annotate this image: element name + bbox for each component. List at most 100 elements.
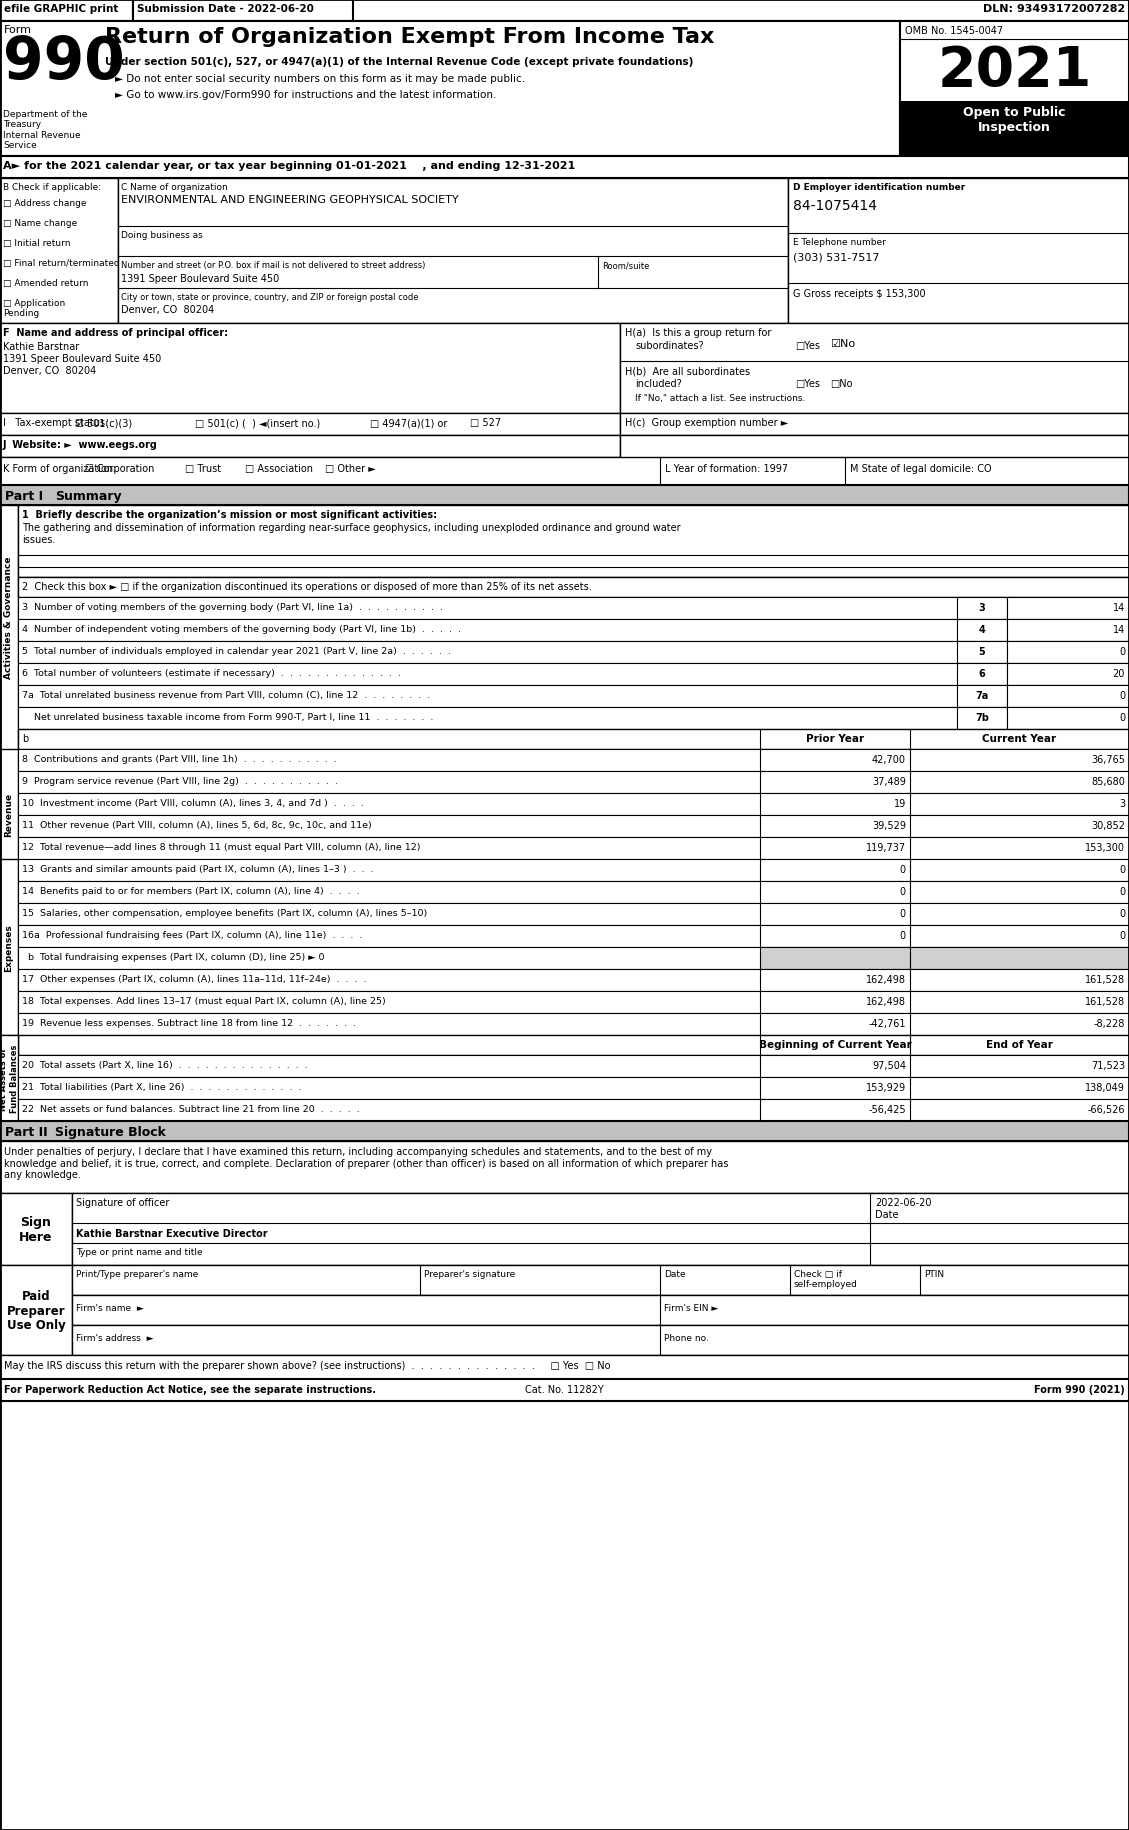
Text: □ Trust: □ Trust bbox=[185, 463, 221, 474]
Text: DLN: 93493172007282: DLN: 93493172007282 bbox=[982, 4, 1124, 15]
Text: □ Other ►: □ Other ► bbox=[325, 463, 376, 474]
Text: Signature Block: Signature Block bbox=[55, 1125, 166, 1138]
Bar bbox=[18, 642, 1129, 664]
Bar bbox=[18, 664, 1129, 686]
Text: 0: 0 bbox=[1119, 646, 1124, 657]
Text: 0: 0 bbox=[1119, 712, 1124, 723]
Text: Phone no.: Phone no. bbox=[664, 1334, 709, 1341]
Text: Revenue: Revenue bbox=[5, 792, 14, 836]
Bar bbox=[72, 1296, 1129, 1325]
Bar bbox=[72, 1325, 1129, 1356]
Text: Form 990 (2021): Form 990 (2021) bbox=[1034, 1383, 1124, 1394]
Text: Print/Type preparer's name: Print/Type preparer's name bbox=[76, 1270, 199, 1279]
Bar bbox=[18, 1014, 1129, 1036]
Text: □Yes: □Yes bbox=[795, 379, 820, 388]
Text: 119,737: 119,737 bbox=[866, 842, 905, 853]
Text: C Name of organization: C Name of organization bbox=[121, 183, 228, 192]
Text: (303) 531-7517: (303) 531-7517 bbox=[793, 253, 879, 262]
Text: □ Name change: □ Name change bbox=[3, 220, 77, 229]
Text: G Gross receipts $ 153,300: G Gross receipts $ 153,300 bbox=[793, 289, 926, 298]
Bar bbox=[18, 1056, 1129, 1078]
Bar bbox=[1007, 664, 1129, 686]
Text: 14  Benefits paid to or for members (Part IX, column (A), line 4)  .  .  .  .: 14 Benefits paid to or for members (Part… bbox=[21, 886, 360, 895]
Text: End of Year: End of Year bbox=[986, 1039, 1053, 1049]
Bar bbox=[0, 750, 18, 880]
Text: subordinates?: subordinates? bbox=[634, 340, 703, 351]
Bar bbox=[0, 22, 900, 157]
Text: -56,425: -56,425 bbox=[868, 1103, 905, 1114]
Text: 7b: 7b bbox=[975, 712, 989, 723]
Text: 4  Number of independent voting members of the governing body (Part VI, line 1b): 4 Number of independent voting members o… bbox=[21, 624, 461, 633]
Text: H(c)  Group exemption number ►: H(c) Group exemption number ► bbox=[625, 417, 788, 428]
Text: 1391 Speer Boulevard Suite 450: 1391 Speer Boulevard Suite 450 bbox=[121, 274, 279, 284]
Bar bbox=[957, 708, 1007, 730]
Text: Activities & Governance: Activities & Governance bbox=[5, 556, 14, 679]
Text: 8  Contributions and grants (Part VIII, line 1h)  .  .  .  .  .  .  .  .  .  .  : 8 Contributions and grants (Part VIII, l… bbox=[21, 754, 336, 763]
Bar bbox=[0, 324, 620, 414]
Text: Part II: Part II bbox=[5, 1125, 47, 1138]
Bar bbox=[900, 102, 1129, 157]
Text: ► Do not enter social security numbers on this form as it may be made public.: ► Do not enter social security numbers o… bbox=[115, 73, 525, 84]
Bar bbox=[18, 505, 1129, 578]
Text: 162,498: 162,498 bbox=[866, 997, 905, 1006]
Text: Return of Organization Exempt From Income Tax: Return of Organization Exempt From Incom… bbox=[105, 27, 715, 48]
Text: Prior Year: Prior Year bbox=[806, 734, 864, 743]
Bar bbox=[0, 157, 1129, 179]
Text: 6: 6 bbox=[979, 668, 986, 679]
Bar bbox=[18, 578, 1129, 598]
Bar bbox=[788, 179, 1129, 324]
Text: J  Website: ►  www.eegs.org: J Website: ► www.eegs.org bbox=[3, 439, 158, 450]
Text: □ 4947(a)(1) or: □ 4947(a)(1) or bbox=[370, 417, 447, 428]
Text: 3: 3 bbox=[1119, 798, 1124, 809]
Text: 20  Total assets (Part X, line 16)  .  .  .  .  .  .  .  .  .  .  .  .  .  .  .: 20 Total assets (Part X, line 16) . . . … bbox=[21, 1060, 308, 1069]
Bar bbox=[18, 1100, 1129, 1122]
Text: 0: 0 bbox=[1119, 886, 1124, 897]
Text: 5: 5 bbox=[979, 646, 986, 657]
Text: Sign
Here: Sign Here bbox=[19, 1215, 53, 1243]
Text: Submission Date - 2022-06-20: Submission Date - 2022-06-20 bbox=[137, 4, 314, 15]
Text: □ Amended return: □ Amended return bbox=[3, 278, 88, 287]
Text: 162,498: 162,498 bbox=[866, 974, 905, 985]
Text: May the IRS discuss this return with the preparer shown above? (see instructions: May the IRS discuss this return with the… bbox=[5, 1360, 611, 1371]
Bar bbox=[620, 324, 1129, 414]
Text: 3  Number of voting members of the governing body (Part VI, line 1a)  .  .  .  .: 3 Number of voting members of the govern… bbox=[21, 602, 443, 611]
Text: 19  Revenue less expenses. Subtract line 18 from line 12  .  .  .  .  .  .  .: 19 Revenue less expenses. Subtract line … bbox=[21, 1019, 356, 1027]
Text: 3: 3 bbox=[979, 602, 986, 613]
Text: Kathie Barstnar Executive Director: Kathie Barstnar Executive Director bbox=[76, 1228, 268, 1239]
Text: Paid
Preparer
Use Only: Paid Preparer Use Only bbox=[7, 1288, 65, 1332]
Text: 20: 20 bbox=[1112, 668, 1124, 679]
Text: □ Address change: □ Address change bbox=[3, 199, 87, 209]
Bar bbox=[760, 948, 910, 970]
Bar bbox=[1007, 620, 1129, 642]
Text: Room/suite: Room/suite bbox=[602, 262, 649, 269]
Bar bbox=[18, 794, 1129, 816]
Text: b  Total fundraising expenses (Part IX, column (D), line 25) ► 0: b Total fundraising expenses (Part IX, c… bbox=[21, 952, 324, 961]
Text: Doing business as: Doing business as bbox=[121, 231, 203, 240]
Bar bbox=[18, 1036, 1129, 1056]
Bar bbox=[957, 686, 1007, 708]
Text: Form: Form bbox=[5, 26, 32, 35]
Text: 16a  Professional fundraising fees (Part IX, column (A), line 11e)  .  .  .  .: 16a Professional fundraising fees (Part … bbox=[21, 930, 362, 939]
Text: Denver, CO  80204: Denver, CO 80204 bbox=[3, 366, 96, 375]
Text: 153,300: 153,300 bbox=[1085, 842, 1124, 853]
Text: 0: 0 bbox=[1119, 690, 1124, 701]
Bar bbox=[18, 750, 1129, 772]
Text: Number and street (or P.O. box if mail is not delivered to street address): Number and street (or P.O. box if mail i… bbox=[121, 262, 426, 269]
Text: D Employer identification number: D Employer identification number bbox=[793, 183, 965, 192]
Text: 0: 0 bbox=[900, 908, 905, 919]
Bar bbox=[0, 414, 620, 436]
Bar bbox=[72, 1265, 1129, 1296]
Text: 0: 0 bbox=[900, 930, 905, 941]
Bar bbox=[18, 838, 1129, 860]
Text: 0: 0 bbox=[900, 864, 905, 875]
Text: Net Assets or
Fund Balances: Net Assets or Fund Balances bbox=[0, 1045, 19, 1113]
Text: ► Go to www.irs.gov/Form990 for instructions and the latest information.: ► Go to www.irs.gov/Form990 for instruct… bbox=[115, 90, 497, 101]
Text: I   Tax-exempt status:: I Tax-exempt status: bbox=[3, 417, 108, 428]
Text: PTIN: PTIN bbox=[924, 1270, 944, 1279]
Text: □ 527: □ 527 bbox=[470, 417, 501, 428]
Bar bbox=[620, 436, 1129, 479]
Bar bbox=[1007, 642, 1129, 664]
Text: □ 501(c) (  ) ◄(insert no.): □ 501(c) ( ) ◄(insert no.) bbox=[195, 417, 321, 428]
Bar bbox=[910, 948, 1129, 970]
Bar bbox=[18, 708, 1129, 730]
